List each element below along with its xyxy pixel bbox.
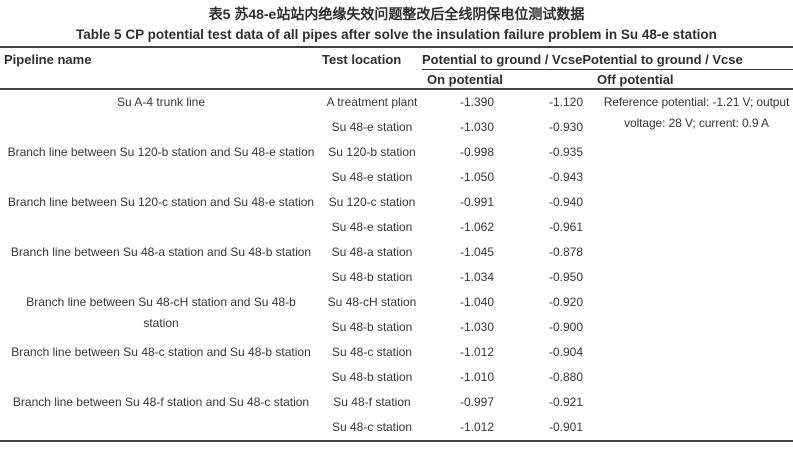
remark-cell [600, 340, 793, 390]
header-sub-divider [422, 69, 793, 70]
off-potential-cell: -0.940 [548, 195, 584, 209]
table-row: Su 48-e station -1.062 -0.961 [0, 215, 793, 240]
pipeline-name: Branch line between Su 48-a station and … [10, 245, 312, 259]
table-row: Branch line between Su 48-c station and … [0, 340, 793, 365]
on-potential-cell: -0.991 [459, 195, 495, 209]
remark-cell [600, 140, 793, 190]
test-location-cell: Su 48-b station [331, 370, 413, 384]
remark-cell [600, 390, 793, 441]
table-row: Su A-4 trunk line A treatment plant -1.3… [0, 90, 793, 130]
table-row: Su 48-e station -1.030 -0.930 [0, 115, 793, 140]
off-potential-cell: -0.961 [548, 220, 584, 234]
pipeline-name: Branch line between Su 120-b station and… [7, 145, 315, 159]
test-location-cell: Su 48-c station [331, 345, 413, 359]
table-row: Su 48-b station -1.034 -0.950 [0, 265, 793, 290]
pipeline-name-cell: Branch line between Su 120-c station and… [0, 190, 322, 240]
table-row: Su 48-b station -1.030 -0.900 [0, 315, 793, 340]
pipeline-name-cell: Branch line between Su 48-c station and … [0, 340, 322, 390]
on-potential-cell: -0.997 [459, 395, 495, 409]
test-location-cell: Su 48-e station [331, 120, 413, 134]
off-potential-cell: -1.120 [548, 95, 584, 109]
remark-cell: Reference potential: -1.21 V; output vol… [603, 95, 790, 130]
pipeline-name-cell: Su A-4 trunk line [0, 90, 322, 140]
column-header-off-potential: Off potential [597, 72, 674, 87]
pipeline-name-cell: Branch line between Su 120-b station and… [0, 140, 322, 190]
test-location-cell: Su 48-e station [331, 170, 413, 184]
table-row: Branch line between Su 48-a station and … [0, 240, 793, 265]
on-potential-cell: -1.010 [459, 370, 495, 384]
remark-cell [600, 240, 793, 290]
column-header-on-potential: On potential [427, 72, 503, 87]
column-header-pipeline-name: Pipeline name [4, 52, 92, 67]
column-header-test-location: Test location [322, 52, 402, 67]
off-potential-cell: -0.935 [548, 145, 584, 159]
on-potential-cell: -1.045 [459, 245, 495, 259]
table-row: Su 48-b station -1.010 -0.880 [0, 365, 793, 390]
column-header-potential-groups: Potential to ground / VcsePotential to g… [422, 52, 743, 67]
table-row: Branch line between Su 120-c station and… [0, 190, 793, 215]
on-potential-cell: -1.012 [459, 345, 495, 359]
table-title-english: Table 5 CP potential test data of all pi… [76, 27, 717, 42]
on-potential-cell: -1.050 [459, 170, 495, 184]
pipeline-name: Su A-4 trunk line [116, 95, 206, 109]
off-potential-cell: -0.904 [548, 345, 584, 359]
on-potential-cell: -1.030 [459, 320, 495, 334]
test-location-cell: Su 48-f station [333, 395, 411, 409]
table-row: Su 48-c station -1.012 -0.901 [0, 415, 793, 441]
remark-cell [600, 290, 793, 340]
table-row: Branch line between Su 48-cH station and… [0, 290, 793, 330]
test-location-cell: Su 120-b station [328, 145, 416, 159]
test-location-cell: Su 48-b station [331, 320, 413, 334]
column-header-potential-to-ground-off: Potential to ground / Vcse [582, 52, 743, 67]
on-potential-cell: -1.040 [459, 295, 495, 309]
off-potential-cell: -0.901 [548, 420, 584, 434]
off-potential-cell: -0.880 [548, 370, 584, 384]
off-potential-cell: -0.950 [548, 270, 584, 284]
table-row: Su 48-e station -1.050 -0.943 [0, 165, 793, 190]
on-potential-cell: -1.030 [459, 120, 495, 134]
pipeline-name-cell: Branch line between Su 48-a station and … [0, 240, 322, 290]
on-potential-cell: -1.390 [459, 95, 495, 109]
pipeline-name: Branch line between Su 48-c station and … [11, 345, 311, 359]
off-potential-cell: -0.900 [548, 320, 584, 334]
pipeline-name: Branch line between Su 48-f station and … [12, 395, 310, 409]
test-location-cell: Su 48-a station [331, 245, 413, 259]
pipeline-name: Branch line between Su 120-c station and… [7, 195, 315, 209]
on-potential-cell: -1.034 [459, 270, 495, 284]
test-location-cell: A treatment plant [326, 95, 418, 109]
table-header-row: Pipeline name Test location Potential to… [0, 46, 793, 90]
test-location-cell: Su 48-b station [331, 270, 413, 284]
column-header-potential-to-ground-on: Potential to ground / Vcse [422, 52, 583, 67]
off-potential-cell: -0.921 [548, 395, 584, 409]
test-location-cell: Su 48-c station [331, 420, 413, 434]
test-location-cell: Su 48-e station [331, 220, 413, 234]
off-potential-cell: -0.920 [548, 295, 584, 309]
data-table: Su A-4 trunk line A treatment plant -1.3… [0, 90, 793, 442]
test-location-cell: Su 120-c station [328, 195, 416, 209]
test-location-cell: Su 48-cH station [327, 295, 417, 309]
off-potential-cell: -0.878 [548, 245, 584, 259]
table-row: Branch line between Su 48-f station and … [0, 390, 793, 415]
pipeline-name-cell: Branch line between Su 48-cH station and… [0, 290, 322, 340]
table-title-chinese: 表5 苏48-e站站内绝缘失效问题整改后全线阴保电位测试数据 [208, 6, 585, 22]
on-potential-cell: -0.998 [459, 145, 495, 159]
on-potential-cell: -1.012 [459, 420, 495, 434]
pipeline-name: Branch line between Su 48-cH station and… [26, 295, 296, 330]
table-row: Branch line between Su 120-b station and… [0, 140, 793, 165]
off-potential-cell: -0.930 [548, 120, 584, 134]
on-potential-cell: -1.062 [459, 220, 495, 234]
pipeline-name-cell: Branch line between Su 48-f station and … [0, 390, 322, 441]
off-potential-cell: -0.943 [548, 170, 584, 184]
remark-cell [600, 190, 793, 240]
